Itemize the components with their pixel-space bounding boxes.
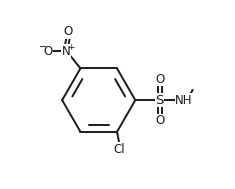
Text: O: O <box>63 25 72 38</box>
Text: NH: NH <box>175 94 193 107</box>
Text: −: − <box>39 42 47 52</box>
Text: O: O <box>155 73 164 86</box>
Text: S: S <box>156 94 164 107</box>
Text: O: O <box>43 45 53 58</box>
Text: +: + <box>67 43 75 52</box>
Text: Cl: Cl <box>114 143 125 156</box>
Text: O: O <box>155 114 164 127</box>
Text: N: N <box>62 45 70 58</box>
